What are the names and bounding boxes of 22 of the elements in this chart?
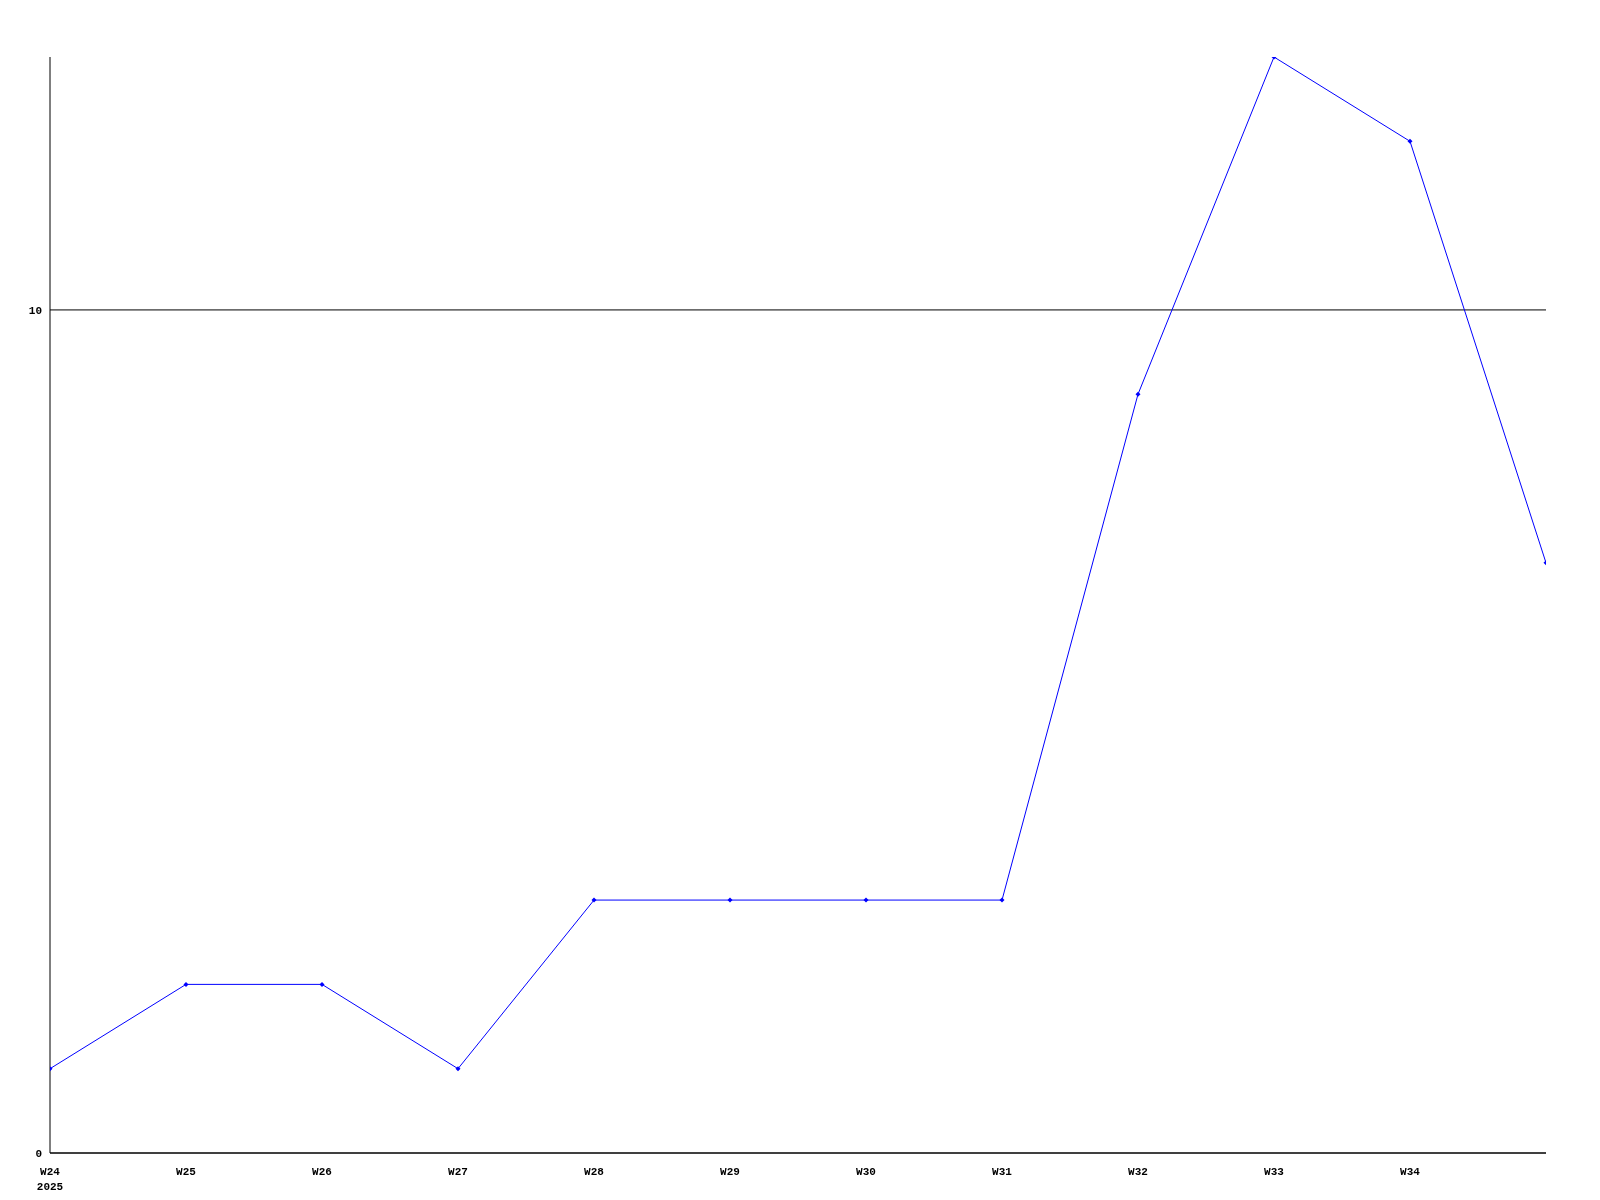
point bbox=[319, 981, 325, 987]
x-tick-label: W33 bbox=[1264, 1166, 1285, 1178]
point bbox=[1407, 138, 1413, 144]
x-tick-label: W25 bbox=[176, 1166, 197, 1178]
x-tick-label: W32 bbox=[1128, 1166, 1148, 1178]
point bbox=[863, 897, 869, 903]
point bbox=[1135, 391, 1141, 397]
x-tick-label: W30 bbox=[856, 1166, 876, 1178]
point bbox=[455, 1066, 461, 1072]
point bbox=[727, 897, 733, 903]
x-tick-label: W31 bbox=[992, 1166, 1013, 1178]
x-tick-label: W29 bbox=[720, 1166, 740, 1178]
x-tick-label: W28 bbox=[584, 1166, 605, 1178]
y-tick-label: 0 bbox=[35, 1147, 42, 1160]
x-tick-label: W27 bbox=[448, 1166, 468, 1178]
x-tick-label: W24 2025 bbox=[36, 1166, 64, 1193]
point bbox=[183, 981, 189, 987]
point bbox=[999, 897, 1005, 903]
x-tick-label: W26 bbox=[312, 1166, 332, 1178]
point bbox=[591, 897, 597, 903]
y-tick-label: 10 bbox=[28, 304, 42, 317]
x-tick-label: W34 bbox=[1400, 1166, 1421, 1178]
